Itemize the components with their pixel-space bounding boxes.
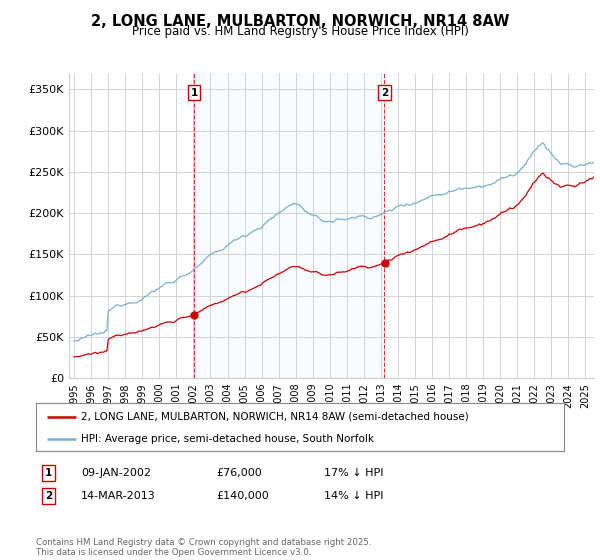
Text: 14-MAR-2013: 14-MAR-2013	[81, 491, 156, 501]
Text: 09-JAN-2002: 09-JAN-2002	[81, 468, 151, 478]
Text: 1: 1	[45, 468, 52, 478]
Bar	[194, 73, 385, 378]
Text: 2: 2	[45, 491, 52, 501]
Text: 2: 2	[381, 87, 388, 97]
Text: £76,000: £76,000	[216, 468, 262, 478]
Text: Contains HM Land Registry data © Crown copyright and database right 2025.
This d: Contains HM Land Registry data © Crown c…	[36, 538, 371, 557]
Text: 1: 1	[190, 87, 197, 97]
Text: 14% ↓ HPI: 14% ↓ HPI	[324, 491, 383, 501]
Text: £140,000: £140,000	[216, 491, 269, 501]
Text: HPI: Average price, semi-detached house, South Norfolk: HPI: Average price, semi-detached house,…	[81, 434, 374, 444]
Text: Price paid vs. HM Land Registry's House Price Index (HPI): Price paid vs. HM Land Registry's House …	[131, 25, 469, 38]
Text: 2, LONG LANE, MULBARTON, NORWICH, NR14 8AW: 2, LONG LANE, MULBARTON, NORWICH, NR14 8…	[91, 14, 509, 29]
Text: 2, LONG LANE, MULBARTON, NORWICH, NR14 8AW (semi-detached house): 2, LONG LANE, MULBARTON, NORWICH, NR14 8…	[81, 412, 469, 422]
Text: 17% ↓ HPI: 17% ↓ HPI	[324, 468, 383, 478]
